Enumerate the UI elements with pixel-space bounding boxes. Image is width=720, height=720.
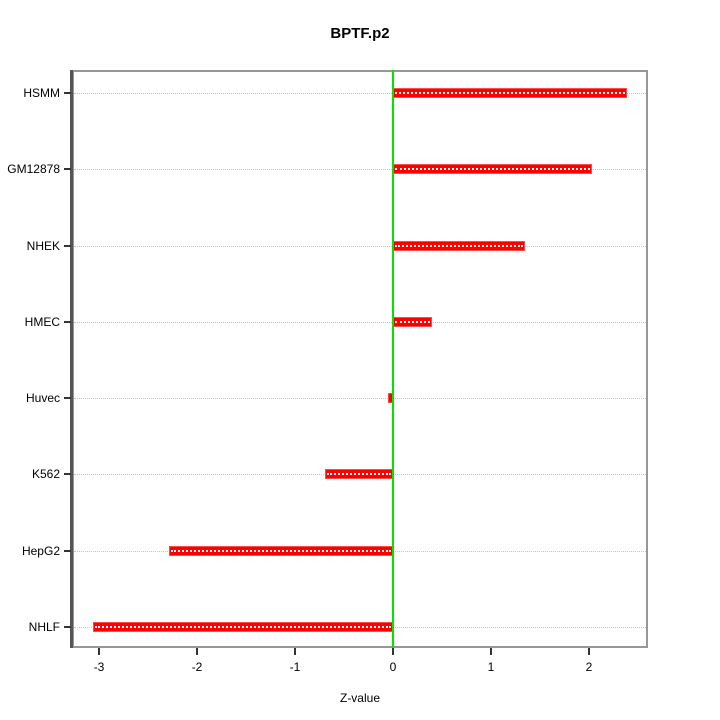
chart-title: BPTF.p2 [330, 25, 390, 42]
y-tick [64, 168, 71, 171]
y-axis-line [70, 70, 73, 648]
zero-line [392, 70, 395, 648]
y-tick-label: NHLF [28, 620, 60, 634]
y-tick-label: GM12878 [7, 162, 60, 177]
y-tick-label: HMEC [24, 314, 60, 329]
x-tick [392, 648, 395, 655]
x-tick-label: -1 [289, 660, 301, 674]
x-tick-label: 1 [487, 660, 495, 674]
bar-centerline [327, 473, 392, 476]
y-tick [64, 397, 71, 400]
y-tick-label: HSMM [23, 86, 60, 100]
gridline [74, 245, 646, 247]
plot-area [72, 70, 648, 648]
y-tick-label: K562 [31, 467, 60, 482]
x-tick [98, 648, 101, 655]
y-tick [64, 549, 71, 552]
bar-centerline [395, 168, 590, 171]
y-tick [64, 626, 71, 628]
bar-centerline [95, 626, 391, 628]
gridline [74, 93, 646, 94]
x-tick-label: -3 [93, 660, 105, 674]
bar-centerline [170, 549, 391, 552]
gridline [74, 321, 646, 323]
x-tick [490, 648, 493, 655]
gridline [74, 398, 646, 400]
x-tick [196, 648, 199, 655]
bar-centerline [395, 244, 524, 247]
gridline [74, 169, 646, 171]
y-tick-label: Huvec [25, 391, 60, 406]
bar-centerline [395, 92, 626, 94]
bar-centerline [395, 320, 431, 323]
y-tick-label: HepG2 [21, 543, 60, 558]
x-axis-title: Z-value [339, 691, 380, 705]
x-tick-label: 2 [585, 660, 593, 674]
x-tick [294, 648, 297, 655]
y-tick-label: NHEK [26, 238, 60, 253]
y-tick [64, 473, 71, 476]
y-tick [64, 92, 71, 94]
y-tick [64, 320, 71, 323]
x-tick [588, 648, 590, 655]
y-tick [64, 244, 71, 247]
x-tick-label: 0 [389, 660, 397, 674]
x-tick-label: -2 [191, 660, 203, 674]
